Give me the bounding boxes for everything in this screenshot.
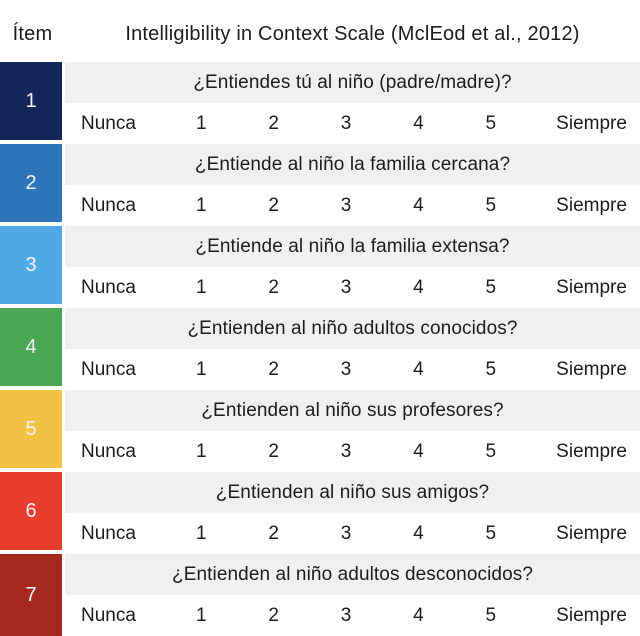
item-row-1: 1 ¿Entiendes tú al niño (padre/madre)? N… (0, 62, 640, 144)
scale-point-3[interactable]: 3 (340, 358, 352, 380)
item-number-block: 4 (0, 308, 62, 386)
rating-scale: Nunca 1 2 3 4 5 Siempre (65, 185, 640, 226)
table-header: Ítem Intelligibility in Context Scale (M… (0, 0, 640, 62)
scale-point-2[interactable]: 2 (268, 194, 279, 216)
scale-point-5[interactable]: 5 (485, 276, 497, 298)
scale-point-4[interactable]: 4 (413, 522, 424, 544)
page-title: Intelligibility in Context Scale (MclEod… (125, 22, 580, 45)
question-text: ¿Entienden al niño sus profesores? (65, 390, 640, 431)
scale-point-3[interactable]: 3 (340, 194, 352, 216)
scale-point-4[interactable]: 4 (413, 358, 424, 380)
item-row-5: 5 ¿Entienden al niño sus profesores? Nun… (0, 390, 640, 472)
item-number-block: 1 (0, 62, 62, 140)
scale-point-2[interactable]: 2 (268, 522, 279, 544)
scale-max-label: Siempre (556, 358, 627, 380)
scale-point-1[interactable]: 1 (196, 604, 207, 626)
scale-point-3[interactable]: 3 (340, 604, 352, 626)
scale-point-4[interactable]: 4 (413, 112, 424, 134)
scale-min-label: Nunca (81, 358, 136, 380)
scale-point-2[interactable]: 2 (268, 112, 279, 134)
item-number-block: 3 (0, 226, 62, 304)
question-text: ¿Entiendes tú al niño (padre/madre)? (65, 62, 640, 103)
question-text: ¿Entienden al niño sus amigos? (65, 472, 640, 513)
scale-max-label: Siempre (556, 112, 627, 134)
scale-point-5[interactable]: 5 (485, 358, 497, 380)
rating-scale: Nunca 1 2 3 4 5 Siempre (65, 349, 640, 390)
item-number-block: 2 (0, 144, 62, 222)
scale-max-label: Siempre (556, 194, 627, 216)
scale-point-1[interactable]: 1 (196, 522, 207, 544)
rating-scale: Nunca 1 2 3 4 5 Siempre (65, 103, 640, 144)
rating-scale: Nunca 1 2 3 4 5 Siempre (65, 431, 640, 472)
rating-scale: Nunca 1 2 3 4 5 Siempre (65, 267, 640, 308)
scale-point-3[interactable]: 3 (340, 112, 352, 134)
scale-min-label: Nunca (81, 194, 136, 216)
scale-point-5[interactable]: 5 (485, 604, 497, 626)
scale-point-3[interactable]: 3 (340, 522, 352, 544)
item-number-block: 5 (0, 390, 62, 468)
scale-max-label: Siempre (556, 440, 627, 462)
scale-point-4[interactable]: 4 (413, 276, 424, 298)
scale-point-1[interactable]: 1 (196, 358, 207, 380)
scale-point-1[interactable]: 1 (196, 194, 207, 216)
scale-point-4[interactable]: 4 (413, 440, 424, 462)
scale-min-label: Nunca (81, 440, 136, 462)
scale-max-label: Siempre (556, 276, 627, 298)
scale-max-label: Siempre (556, 604, 627, 626)
scale-point-2[interactable]: 2 (268, 440, 279, 462)
scale-point-5[interactable]: 5 (485, 522, 497, 544)
item-row-4: 4 ¿Entienden al niño adultos conocidos? … (0, 308, 640, 390)
item-number-block: 7 (0, 554, 62, 636)
scale-min-label: Nunca (81, 112, 136, 134)
scale-point-2[interactable]: 2 (268, 276, 279, 298)
question-text: ¿Entienden al niño adultos conocidos? (65, 308, 640, 349)
scale-point-1[interactable]: 1 (196, 440, 207, 462)
scale-point-2[interactable]: 2 (268, 358, 279, 380)
item-column-header: Ítem (12, 22, 53, 45)
scale-point-2[interactable]: 2 (268, 604, 279, 626)
scale-point-5[interactable]: 5 (485, 440, 497, 462)
question-text: ¿Entienden al niño adultos desconocidos? (65, 554, 640, 595)
scale-point-1[interactable]: 1 (196, 112, 207, 134)
question-text: ¿Entiende al niño la familia extensa? (65, 226, 640, 267)
scale-point-3[interactable]: 3 (340, 276, 352, 298)
item-row-2: 2 ¿Entiende al niño la familia cercana? … (0, 144, 640, 226)
rating-scale: Nunca 1 2 3 4 5 Siempre (65, 513, 640, 554)
scale-point-5[interactable]: 5 (485, 194, 497, 216)
scale-point-5[interactable]: 5 (485, 112, 497, 134)
scale-point-3[interactable]: 3 (340, 440, 352, 462)
scale-min-label: Nunca (81, 522, 136, 544)
scale-min-label: Nunca (81, 276, 136, 298)
scale-max-label: Siempre (556, 522, 627, 544)
question-text: ¿Entiende al niño la familia cercana? (65, 144, 640, 185)
scale-point-4[interactable]: 4 (413, 194, 424, 216)
item-row-6: 6 ¿Entienden al niño sus amigos? Nunca 1… (0, 472, 640, 554)
item-row-7: 7 ¿Entienden al niño adultos desconocido… (0, 554, 640, 636)
scale-min-label: Nunca (81, 604, 136, 626)
item-row-3: 3 ¿Entiende al niño la familia extensa? … (0, 226, 640, 308)
scale-point-1[interactable]: 1 (196, 276, 207, 298)
scale-point-4[interactable]: 4 (413, 604, 424, 626)
rating-scale: Nunca 1 2 3 4 5 Siempre (65, 595, 640, 636)
item-number-block: 6 (0, 472, 62, 550)
